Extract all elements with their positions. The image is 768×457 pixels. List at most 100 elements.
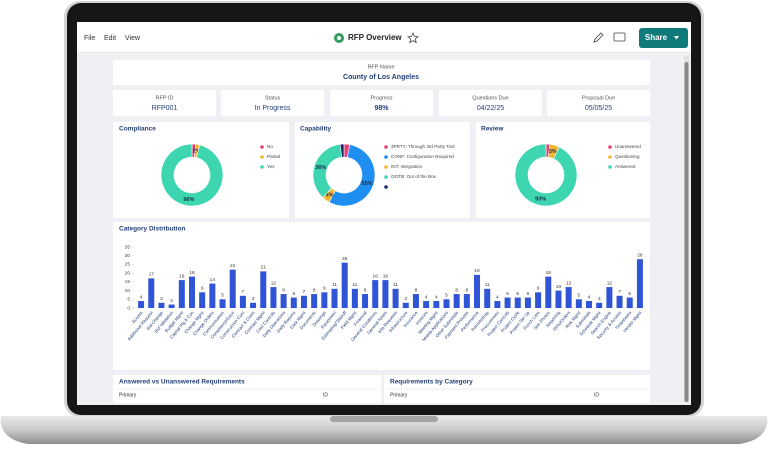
bar-value-label: 4 [435, 294, 438, 300]
y-tick-label: 25 [125, 262, 131, 268]
bar [606, 287, 613, 308]
card [221, 90, 324, 116]
bar [626, 297, 633, 308]
bar-value-label: 8 [415, 287, 418, 293]
toolbar [77, 22, 691, 52]
bar-value-label: 4 [496, 294, 499, 300]
bar [402, 302, 409, 308]
bar-value-label: 28 [637, 252, 643, 258]
app-icon-dot [337, 36, 341, 40]
bar-value-label: 4 [425, 294, 428, 300]
bar [290, 297, 297, 308]
bar [270, 287, 277, 308]
bar [484, 288, 491, 308]
card [113, 90, 216, 116]
bar-value-label: 14 [210, 277, 216, 283]
table-header: ID [323, 392, 328, 398]
bar [494, 301, 501, 308]
present-icon[interactable] [613, 32, 626, 42]
card-label: Status [265, 95, 281, 101]
chart-title: Compliance [119, 126, 156, 133]
legend-label: No [267, 144, 273, 149]
bar [504, 297, 511, 308]
legend-swatch [608, 165, 612, 169]
bar-value-label: 5 [221, 293, 224, 299]
bar [524, 297, 531, 308]
bar-value-label: 18 [546, 270, 552, 276]
pie-slice [514, 143, 578, 207]
bar [362, 294, 369, 308]
bar-value-label: 4 [140, 294, 143, 300]
menu-item[interactable]: Edit [104, 35, 116, 42]
bar [280, 294, 287, 308]
bar [616, 295, 623, 308]
bar [260, 271, 267, 308]
bar-value-label: 17 [149, 272, 155, 278]
chart-title: Category Distribution [119, 226, 185, 233]
legend-swatch [260, 145, 264, 149]
bar [586, 301, 593, 308]
share-label[interactable]: Share [645, 33, 668, 42]
bar [138, 301, 145, 308]
base-notch [330, 416, 438, 422]
bar-value-label: 3 [252, 296, 255, 302]
bar [311, 294, 318, 308]
table-header: ID [594, 392, 599, 398]
legend-swatch [608, 155, 612, 159]
slice-label: 4% [326, 192, 334, 198]
bar-value-label: 8 [313, 287, 316, 293]
bar-value-label: 8 [282, 287, 285, 293]
table-title: Requirements by Category [390, 379, 473, 386]
bar [209, 283, 216, 308]
legend-label: Yes [267, 164, 275, 169]
panel [476, 122, 650, 218]
y-tick-label: 20 [125, 270, 131, 276]
bar-value-label: 12 [271, 280, 277, 286]
pie-slice [160, 143, 224, 207]
bar-value-label: 6 [628, 291, 631, 297]
menu-item[interactable]: View [125, 35, 141, 42]
bar-value-label: 8 [455, 287, 458, 293]
share-button[interactable] [639, 28, 688, 48]
slice-label: 93% [535, 196, 546, 202]
tables: Answered vs Unanswered Requirements Prima… [116, 379, 648, 398]
bar [331, 288, 338, 308]
bar-value-label: 11 [352, 282, 357, 288]
chart-title: Review [481, 126, 504, 133]
bar-value-label: 3 [160, 296, 163, 302]
table-header: Primary [390, 392, 408, 398]
bar-value-label: 22 [230, 263, 236, 269]
bar-value-label: 2 [170, 298, 173, 304]
bar-value-label: 11 [332, 282, 337, 288]
bar-value-label: 11 [393, 282, 398, 288]
edit-icon[interactable] [593, 32, 604, 43]
bar-value-label: 6 [527, 291, 530, 297]
slice-label: 96% [183, 197, 194, 203]
share-caret[interactable] [674, 36, 679, 40]
menu-item[interactable]: File [84, 35, 95, 42]
bar [351, 288, 358, 308]
bar [148, 278, 155, 308]
header-label: RFP Name [367, 64, 394, 70]
bar [443, 299, 450, 308]
card-value: RFP001 [152, 105, 178, 112]
bar-value-label: 7 [242, 289, 245, 295]
bar [545, 276, 552, 308]
favorite-star[interactable] [406, 31, 420, 44]
bar [219, 299, 226, 308]
header-value: County of Los Angeles [343, 74, 419, 81]
slice-label: 5% [549, 149, 557, 155]
legend-label: Questioning [615, 154, 640, 159]
bar [300, 295, 307, 308]
bar-value-label: 16 [179, 273, 185, 279]
bar-value-label: 12 [566, 280, 572, 286]
card-label: Progress [370, 95, 392, 101]
card [113, 60, 650, 85]
y-tick-label: 10 [125, 288, 131, 294]
laptop-base [0, 416, 768, 444]
y-tick-label: 30 [125, 253, 131, 259]
legend-swatch [384, 175, 388, 179]
card-value: 98% [374, 105, 389, 112]
scrollbar-thumb[interactable] [684, 62, 689, 402]
